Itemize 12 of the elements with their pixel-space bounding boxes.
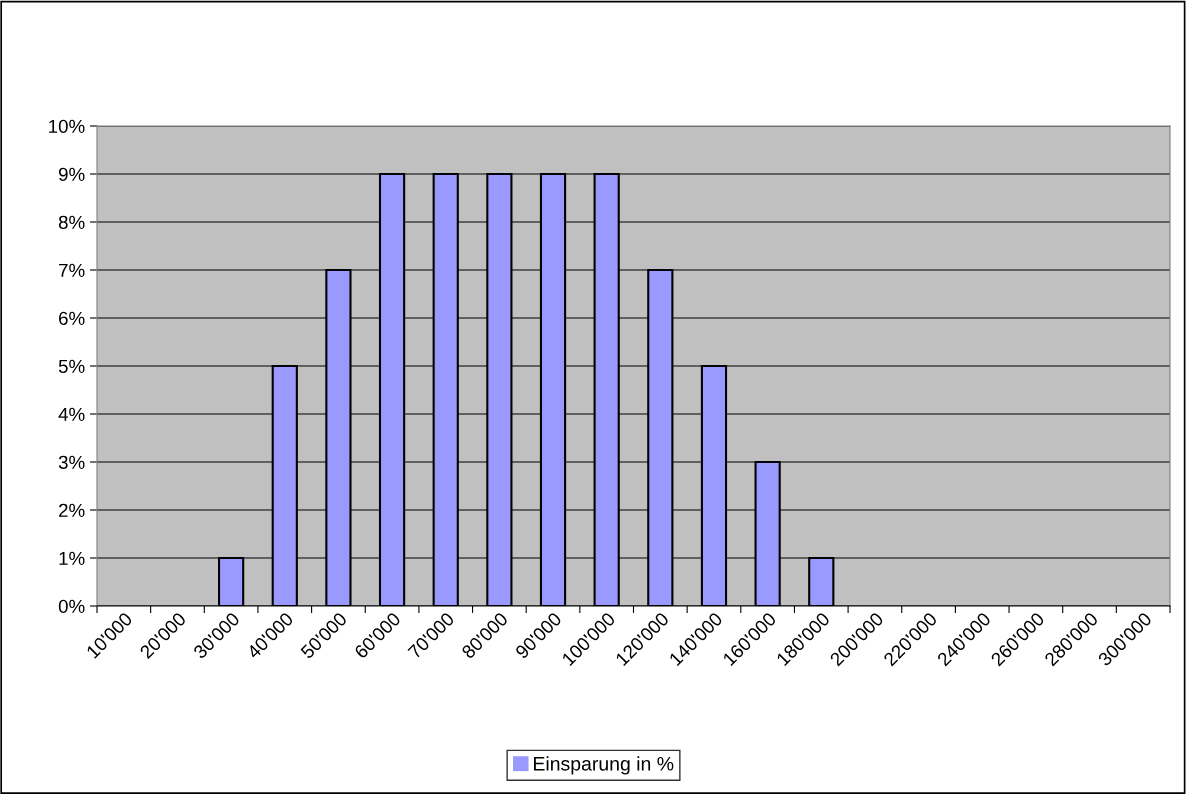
y-tick-label: 4% (58, 407, 85, 421)
y-tick-label: 0% (58, 599, 85, 613)
y-tick-label: 5% (58, 359, 85, 373)
y-tick-label: 2% (59, 503, 85, 517)
y-tick-label: 3% (58, 455, 85, 469)
y-tick-label: 1% (59, 551, 85, 565)
y-tick-label: 9% (58, 167, 85, 181)
legend-label: Einsparung in % (534, 756, 674, 775)
y-tick-label: 10% (49, 119, 85, 133)
y-tick-label: 8% (58, 215, 85, 229)
y-tick-label: 7% (59, 263, 85, 277)
y-tick-label: 6% (59, 311, 85, 325)
